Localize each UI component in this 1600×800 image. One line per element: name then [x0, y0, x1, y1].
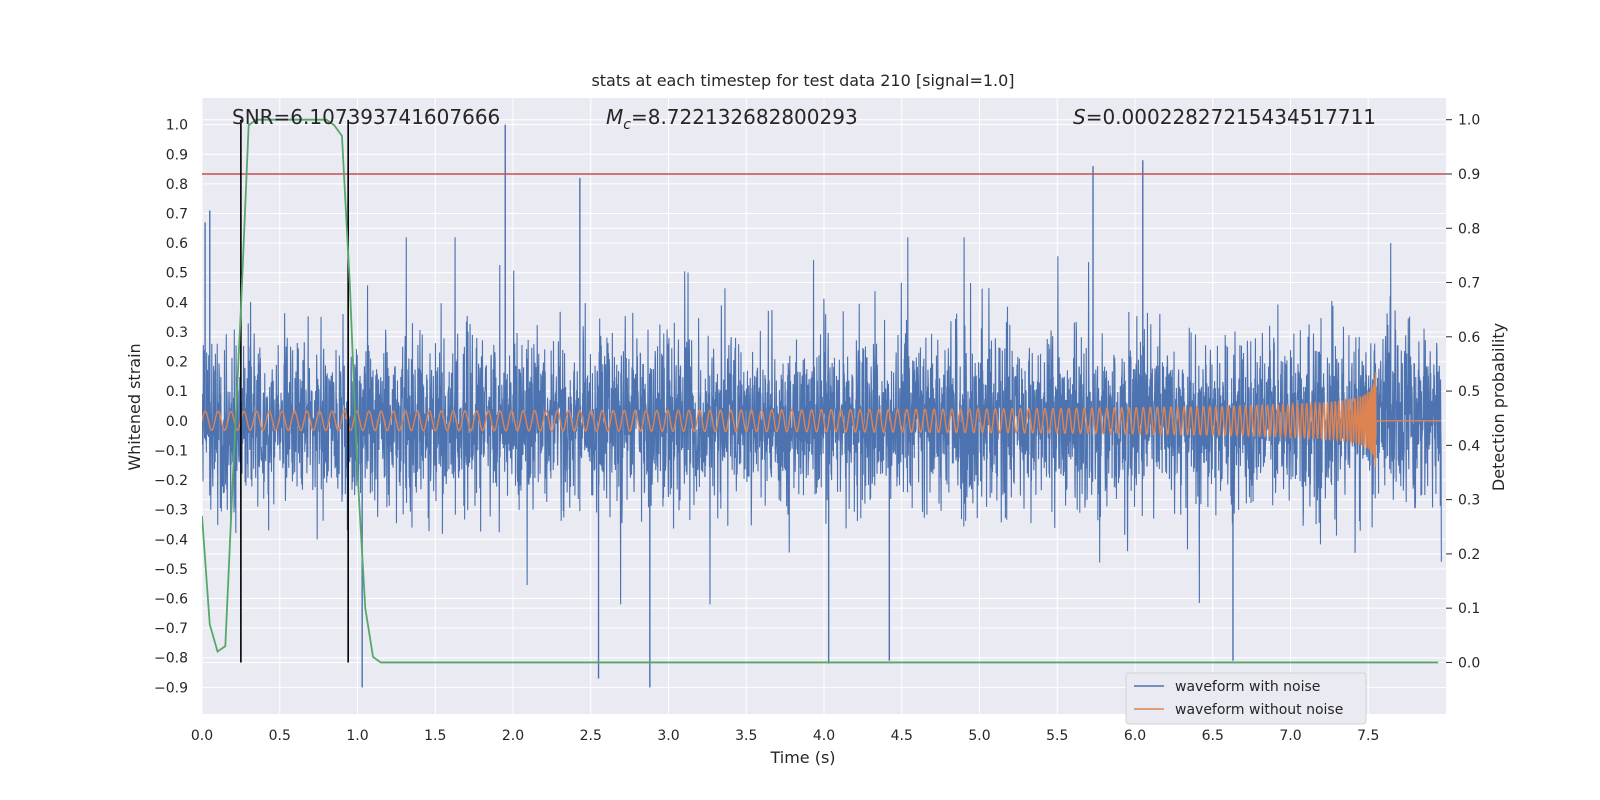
left-y-tick-label: 0.8: [166, 177, 188, 193]
left-y-tick-label: −0.3: [154, 503, 188, 519]
right-y-axis-ticks: 1.0 0.9 0.8 0.7 0.6 0.5 0.4 0.3 0.2 0.1 0.0: [1446, 113, 1480, 671]
s-value: =0.00022827215434517711: [1086, 105, 1376, 129]
right-y-tick-label: 0.4: [1458, 438, 1480, 454]
left-y-tick-label: 0.5: [166, 266, 188, 282]
right-y-axis-label: Detection probability: [1489, 323, 1508, 491]
x-tick-label: 2.5: [580, 728, 602, 744]
left-y-tick-label: 0.1: [166, 384, 188, 400]
legend-box: [1125, 672, 1367, 725]
x-tick-label: 0.5: [269, 728, 291, 744]
left-y-axis-ticks: 1.0 0.9 0.8 0.7 0.6 0.5 0.4 0.3 0.2 0.1 0.0 −0.1 −0.…: [154, 118, 188, 697]
right-y-tick-label: 0.3: [1458, 493, 1480, 509]
left-y-tick-label: −0.2: [154, 473, 188, 489]
snr-annotation: SNR=6.107393741607666: [232, 105, 500, 129]
left-y-tick-label: −0.5: [154, 562, 188, 578]
mc-subscript: c: [623, 117, 631, 133]
left-y-axis-label: Whitened strain: [125, 343, 144, 470]
x-tick-label: 4.5: [891, 728, 913, 744]
x-tick-label: 4.0: [813, 728, 835, 744]
mc-symbol: M: [606, 105, 623, 129]
right-y-tick-label: 0.5: [1458, 384, 1480, 400]
legend-entry-noise: waveform with noise: [1175, 679, 1320, 695]
legend-entry-clean: waveform without noise: [1175, 702, 1343, 718]
right-y-tick-label: 0.7: [1458, 276, 1480, 292]
left-y-tick-label: −0.4: [154, 532, 188, 548]
left-y-tick-label: 1.0: [166, 118, 188, 134]
x-tick-label: 5.5: [1046, 728, 1068, 744]
x-tick-label: 1.5: [424, 728, 446, 744]
x-tick-label: 7.0: [1279, 728, 1301, 744]
chirp-mass-annotation: Mc=8.722132682800293: [606, 105, 858, 133]
right-y-tick-label: 0.9: [1458, 167, 1480, 183]
left-y-tick-label: −0.9: [154, 680, 188, 696]
x-tick-label: 3.5: [735, 728, 757, 744]
x-tick-label: 1.0: [346, 728, 368, 744]
x-tick-label: 7.5: [1357, 728, 1379, 744]
right-y-tick-label: 1.0: [1458, 113, 1480, 129]
mc-value: =8.722132682800293: [631, 105, 858, 129]
left-y-tick-label: 0.9: [166, 147, 188, 163]
series-detection-probability: [202, 118, 1439, 664]
legend: waveform with noise waveform without noi…: [1125, 672, 1367, 725]
x-tick-label: 3.0: [657, 728, 679, 744]
series-layer: [202, 118, 1446, 688]
s-symbol: S: [1073, 105, 1086, 129]
right-y-tick-label: 0.2: [1458, 547, 1480, 563]
right-y-tick-label: 0.6: [1458, 330, 1480, 346]
left-y-tick-label: −0.7: [154, 621, 188, 637]
right-y-tick-label: 0.1: [1458, 601, 1480, 617]
x-tick-label: 5.0: [968, 728, 990, 744]
left-y-tick-label: 0.3: [166, 325, 188, 341]
left-y-tick-label: 0.0: [166, 414, 188, 430]
left-y-tick-label: 0.7: [166, 207, 188, 223]
right-y-tick-label: 0.8: [1458, 221, 1480, 237]
x-tick-label: 6.0: [1124, 728, 1146, 744]
left-y-tick-label: 0.4: [166, 295, 188, 311]
stat-annotation: S=0.00022827215434517711: [1073, 105, 1376, 129]
right-y-tick-label: 0.0: [1458, 655, 1480, 671]
left-y-tick-label: 0.6: [166, 236, 188, 252]
left-y-tick-label: −0.8: [154, 651, 188, 667]
x-axis-label: Time (s): [769, 748, 835, 767]
series-waveform-with-noise: [202, 237, 1442, 605]
x-axis-ticks: 0.0 0.5 1.0 1.5 2.0 2.5 3.0 3.5 4.0 4.5 5.0 5.5 6.0 6…: [191, 728, 1380, 744]
left-y-tick-label: −0.6: [154, 592, 188, 608]
left-y-tick-label: 0.2: [166, 355, 188, 371]
series-waveform-without-noise: [202, 372, 1442, 467]
chart-title: stats at each timestep for test data 210…: [591, 71, 1014, 90]
x-tick-label: 2.0: [502, 728, 524, 744]
x-tick-label: 0.0: [191, 728, 213, 744]
left-y-tick-label: −0.1: [154, 443, 188, 459]
x-tick-label: 6.5: [1202, 728, 1224, 744]
